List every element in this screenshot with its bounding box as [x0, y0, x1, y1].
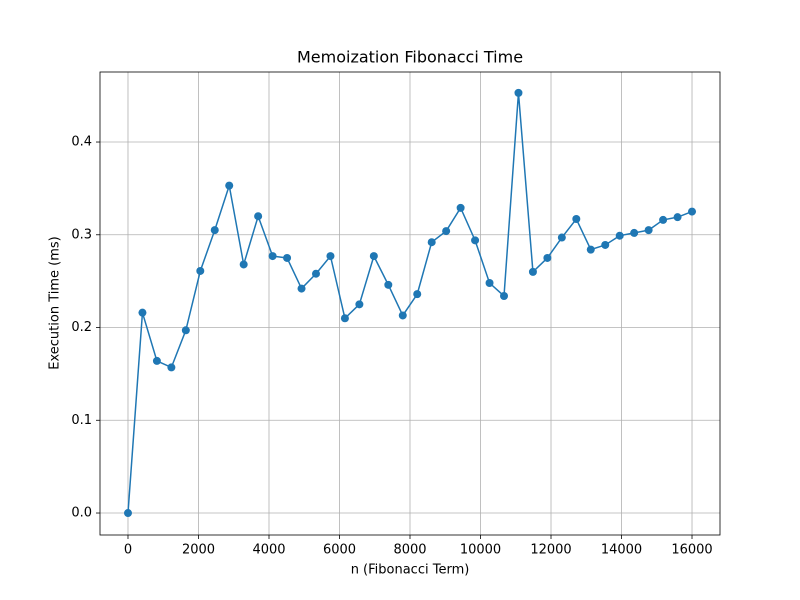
data-point: [225, 181, 234, 190]
data-point: [138, 308, 147, 317]
y-tick-label: 0.4: [71, 135, 92, 150]
x-tick-label: 2000: [182, 543, 215, 558]
data-point: [355, 300, 364, 309]
data-point: [152, 356, 161, 365]
x-tick-label: 6000: [323, 543, 356, 558]
y-tick-label: 0.2: [71, 320, 92, 335]
data-point: [572, 215, 581, 224]
chart-title: Memoization Fibonacci Time: [297, 48, 523, 67]
data-point: [485, 279, 494, 288]
x-tick-label: 12000: [530, 543, 571, 558]
x-tick-label: 4000: [252, 543, 285, 558]
data-point: [384, 280, 393, 289]
data-point: [630, 228, 639, 237]
data-point: [340, 314, 349, 323]
data-point: [500, 291, 509, 300]
data-point: [239, 260, 248, 269]
x-axis-label: n (Fibonacci Term): [351, 563, 470, 578]
data-point: [528, 267, 537, 276]
data-point: [644, 226, 653, 235]
y-tick-label: 0.0: [71, 506, 92, 521]
y-axis-label: Execution Time (ms): [48, 236, 63, 369]
data-point: [456, 203, 465, 212]
x-tick-label: 14000: [601, 543, 642, 558]
data-point: [398, 311, 407, 320]
data-point: [427, 238, 436, 247]
data-point: [283, 253, 292, 262]
data-point: [181, 326, 190, 335]
x-tick-label: 16000: [671, 543, 712, 558]
data-point: [326, 252, 335, 261]
data-point: [543, 253, 552, 262]
x-tick-label: 10000: [460, 543, 501, 558]
plot-frame: [99, 71, 721, 536]
data-point: [268, 252, 277, 261]
data-point: [514, 88, 523, 97]
data-point: [601, 240, 610, 249]
data-point: [659, 215, 668, 224]
data-point: [688, 207, 697, 216]
data-point: [615, 231, 624, 240]
x-tick-label: 8000: [393, 543, 426, 558]
data-point: [311, 269, 320, 278]
data-point: [673, 213, 682, 222]
y-tick-label: 0.1: [71, 413, 92, 428]
data-point: [210, 226, 219, 235]
x-tick-label: 0: [124, 543, 132, 558]
data-point: [297, 284, 306, 293]
data-point: [471, 236, 480, 245]
data-point: [123, 509, 132, 518]
data-point: [196, 266, 205, 275]
data-point: [442, 227, 451, 236]
data-point: [254, 212, 263, 221]
data-point: [369, 252, 378, 261]
data-point: [167, 363, 176, 372]
data-point: [413, 290, 422, 299]
data-point: [557, 233, 566, 242]
y-tick-label: 0.3: [71, 227, 92, 242]
data-point: [586, 245, 595, 254]
series-line: [127, 92, 693, 514]
